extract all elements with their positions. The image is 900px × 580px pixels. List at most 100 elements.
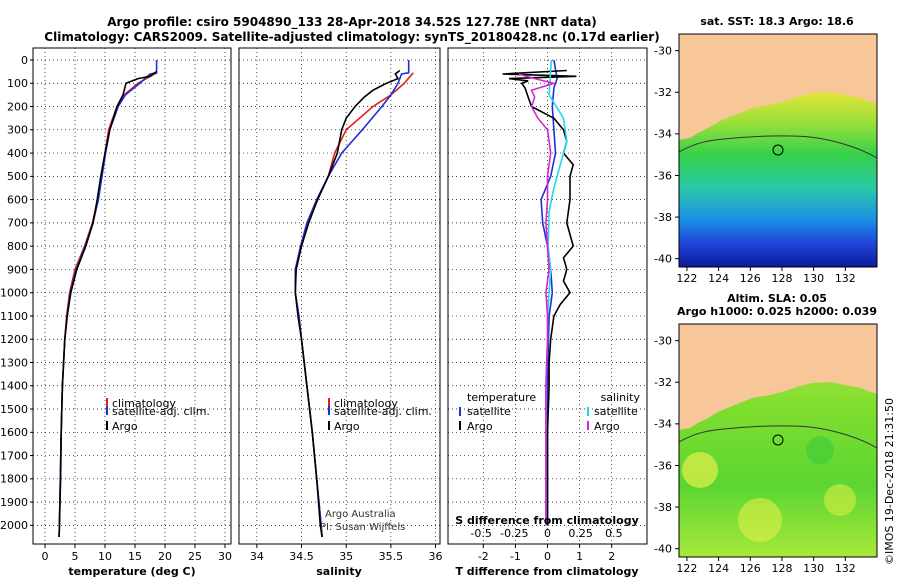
depth-tick-label: 1800	[0, 473, 28, 486]
temperature-panel: 0100200300400500600700800900100011001200…	[0, 47, 232, 578]
difference-legend: temperature satellite Argo salinity sate…	[459, 391, 641, 433]
s-difference-axis: -0.5 -0.25 0 0.25 0.5	[470, 527, 622, 540]
depth-tick-label: 100	[7, 77, 28, 90]
sst-lat-axis: -30 -32 -34 -36 -38 -40	[654, 44, 679, 266]
x-tick-label: 10	[98, 550, 112, 563]
legend-sat-label: satellite-adj. clim.	[112, 405, 210, 418]
x-tick-label: 15	[128, 550, 142, 563]
sla-contour	[678, 425, 878, 449]
sst-map-title: sat. SST: 18.3 Argo: 18.6	[700, 15, 854, 28]
x-tick-label: 20	[158, 550, 172, 563]
x-tick-label: 35.5	[379, 550, 404, 563]
lat-tick-label: -30	[654, 334, 672, 347]
x-tick-label: 35	[339, 550, 353, 563]
legend-salinity-title: salinity	[601, 391, 641, 404]
sla-high-patch	[738, 498, 782, 542]
sla-low-patch	[806, 436, 834, 464]
x-tick-label: 0	[42, 550, 49, 563]
sst-float-marker	[772, 144, 784, 156]
lat-tick-label: -34	[654, 418, 672, 431]
lat-tick-label: -40	[654, 543, 672, 556]
legend-t-sat-label: satellite	[467, 405, 511, 418]
x-tick-label: 34	[250, 550, 264, 563]
figure-title-line2: Climatology: CARS2009. Satellite-adjuste…	[44, 30, 659, 45]
x-tick-label: 0	[544, 550, 551, 563]
lon-tick-label: 126	[740, 272, 761, 285]
x-tick-label: 25	[188, 550, 202, 563]
difference-grid	[448, 48, 647, 544]
legend-argo-label: Argo	[334, 420, 360, 433]
depth-tick-label: 900	[7, 263, 28, 276]
s-tick-label: 0	[544, 527, 551, 540]
salinity-panel: 34 34.5 35 35.5 36 salinity climatology sate…	[238, 47, 443, 578]
lat-tick-label: -36	[654, 459, 672, 472]
s-difference-label: S difference from climatology	[455, 514, 639, 527]
series-line-temperature-satellite	[540, 59, 558, 526]
x-tick-label: 5	[72, 550, 79, 563]
lat-tick-label: -38	[654, 211, 672, 224]
sla-high-patch	[682, 452, 718, 488]
s-tick-label: 0.25	[568, 527, 593, 540]
salinity-grid	[239, 48, 440, 544]
depth-tick-label: 1400	[0, 380, 28, 393]
depth-tick-label: 1200	[0, 333, 28, 346]
series-line-argo	[58, 70, 158, 538]
depth-tick-label: 2000	[0, 519, 28, 532]
sla-land	[679, 324, 877, 430]
lon-tick-label: 128	[771, 562, 792, 575]
lon-tick-label: 122	[676, 562, 697, 575]
lat-tick-label: -32	[654, 86, 672, 99]
depth-tick-label: 1900	[0, 496, 28, 509]
sla-map-frame	[678, 323, 878, 558]
t-difference-x-axis: -2 -1 0 1 2	[478, 544, 615, 563]
depth-tick-label: 1300	[0, 356, 28, 369]
sla-lat-axis: -30 -32 -34 -36 -38 -40	[654, 334, 679, 556]
credit-line1: Argo Australia	[325, 509, 396, 520]
depth-tick-label: 1000	[0, 287, 28, 300]
lon-tick-label: 128	[771, 272, 792, 285]
salinity-panel-frame	[238, 47, 441, 545]
legend-clim-label: climatology	[334, 397, 398, 410]
sst-land	[679, 34, 877, 140]
depth-tick-label: 400	[7, 147, 28, 160]
lat-tick-label: -30	[654, 44, 672, 57]
legend-sat-label: satellite-adj. clim.	[334, 405, 432, 418]
t-difference-xlabel: T difference from climatology	[455, 565, 638, 578]
legend-t-argo-label: Argo	[467, 420, 493, 433]
difference-panel: -0.5 -0.25 0 0.25 0.5 -2 -1 0 1 2 S difference f…	[447, 47, 648, 578]
legend-s-sat-label: satellite	[594, 405, 638, 418]
x-tick-label: 36	[429, 550, 443, 563]
salinity-xlabel: salinity	[316, 565, 362, 578]
x-tick-label: 1	[576, 550, 583, 563]
depth-tick-label: 1100	[0, 310, 28, 323]
lon-tick-label: 124	[708, 272, 729, 285]
sla-map-title-line1: Altim. SLA: 0.05	[727, 292, 827, 305]
figure-title-line1: Argo profile: csiro 5904890_133 28-Apr-2…	[107, 15, 597, 30]
x-tick-label: -1	[510, 550, 521, 563]
lon-tick-label: 122	[676, 272, 697, 285]
salinity-x-axis: 34 34.5 35 35.5 36	[250, 544, 443, 563]
sla-map-title-line2: Argo h1000: 0.025 h2000: 0.039	[677, 305, 877, 318]
depth-axis: 0 100 200 300 400 500 600 700 800 900 1000 1100 1200…	[0, 54, 33, 532]
salinity-lines	[294, 60, 414, 538]
temperature-legend: climatology satellite-adj. clim. Argo	[106, 397, 210, 433]
lon-tick-label: 132	[835, 562, 856, 575]
legend-argo-label: Argo	[112, 420, 138, 433]
legend-temperature-title: temperature	[467, 391, 536, 404]
series-line-salinity-argo	[518, 73, 557, 526]
depth-tick-label: 1600	[0, 426, 28, 439]
s-tick-label: 0.5	[605, 527, 623, 540]
sst-map: -30 -32 -34 -36 -38 -40 122 124 126 128 130 132	[654, 33, 878, 285]
credit-line2: PI: Susan Wijffels	[320, 522, 405, 533]
lon-tick-label: 130	[803, 562, 824, 575]
legend-clim-label: climatology	[112, 397, 176, 410]
sla-map: -30 -32 -34 -36 -38 -40 122 124 126 128 130 132	[654, 323, 878, 575]
s-tick-label: -0.5	[470, 527, 491, 540]
series-line-temperature-argo	[502, 69, 577, 526]
temperature-lines	[58, 60, 158, 538]
sla-float-marker	[772, 434, 784, 446]
x-tick-label: -2	[478, 550, 489, 563]
series-line-argo	[294, 69, 401, 538]
depth-tick-label: 1500	[0, 403, 28, 416]
